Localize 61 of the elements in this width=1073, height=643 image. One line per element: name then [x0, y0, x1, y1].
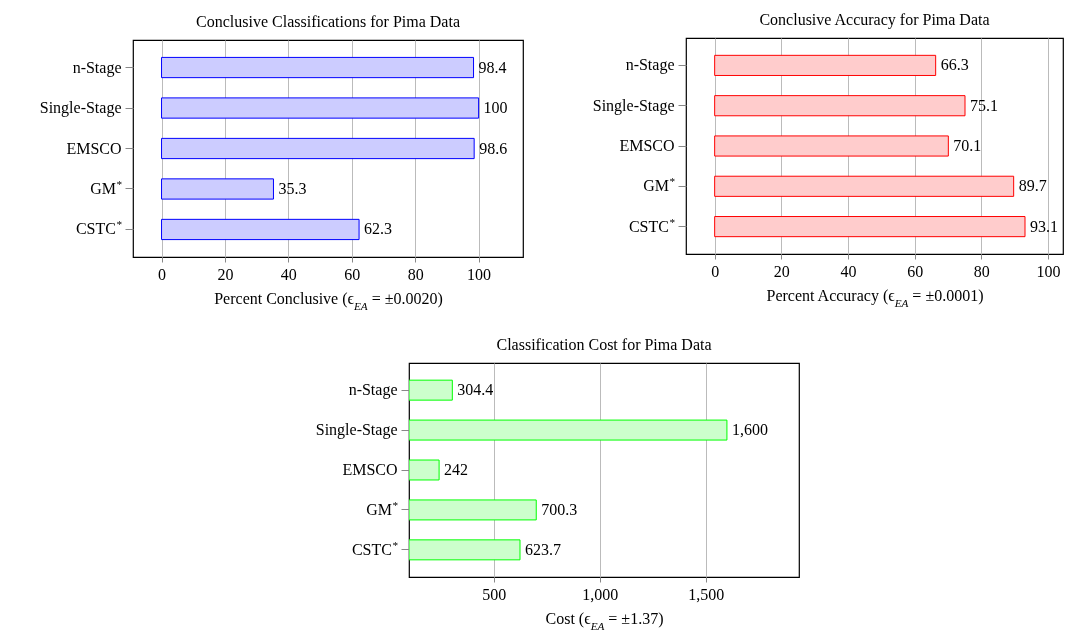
- x-tick-label: 1,000: [582, 585, 619, 603]
- data-label: 75.1: [970, 96, 998, 114]
- chart-title: Classification Cost for Pima Data: [496, 336, 712, 353]
- y-tick-label: GM$^{*}$: [90, 177, 122, 197]
- x-axis-title: Percent Accuracy (ϵ$_{EA}$ = ±0.0001): [766, 286, 984, 309]
- data-label: 70.1: [953, 137, 982, 154]
- x-tick-label: 500: [482, 585, 507, 603]
- bar: [714, 54, 937, 76]
- y-tick-label: CSTC$^{*}$: [351, 538, 398, 558]
- bar: [161, 56, 475, 79]
- bar: [714, 135, 949, 157]
- bar: [161, 97, 480, 119]
- data-label: 623.7: [525, 540, 561, 558]
- x-tick-label: 1,500: [688, 585, 725, 603]
- x-tick-label: 100: [467, 265, 492, 283]
- y-tick-label: EMSCO: [619, 137, 675, 154]
- y-tick-label: n-Stage: [348, 381, 398, 400]
- y-tick-label: EMSCO: [66, 139, 122, 157]
- x-tick-label: 0: [711, 262, 720, 280]
- bar: [161, 178, 274, 200]
- y-tick-label: n-Stage: [625, 56, 675, 75]
- x-tick-label: 20: [217, 265, 234, 283]
- x-tick-label: 60: [344, 265, 361, 283]
- data-label: 98.6: [479, 139, 508, 157]
- x-tick-label: 0: [158, 265, 167, 283]
- bar: [714, 175, 1015, 197]
- y-tick-label: Single-Stage: [592, 96, 675, 115]
- y-tick-label: CSTC$^{*}$: [75, 218, 122, 238]
- x-tick-label: 40: [280, 265, 297, 283]
- data-label: 304.4: [457, 381, 494, 399]
- data-label: 89.7: [1018, 177, 1047, 195]
- bar: [714, 216, 1026, 238]
- x-tick-label: 40: [840, 262, 857, 280]
- x-tick-label: 100: [1036, 262, 1061, 280]
- y-tick-label: n-Stage: [72, 58, 122, 77]
- x-tick-label: 80: [973, 262, 990, 280]
- chart-title: Conclusive Accuracy for Pima Data: [759, 11, 990, 29]
- y-tick-label: GM$^{*}$: [643, 175, 675, 195]
- data-label: 35.3: [278, 179, 307, 197]
- data-label: 1,600: [731, 421, 768, 439]
- x-tick-label: 60: [907, 262, 924, 280]
- x-tick-label: 80: [407, 265, 424, 283]
- x-axis-title: Cost (ϵ$_{EA}$ = ±1.37): [545, 609, 664, 632]
- y-tick-label: CSTC$^{*}$: [628, 215, 675, 235]
- data-label: 242: [444, 461, 469, 478]
- data-label: 700.3: [541, 500, 578, 518]
- data-label: 100: [483, 99, 508, 117]
- y-tick-label: Single-Stage: [315, 421, 398, 440]
- y-tick-label: Single-Stage: [39, 99, 122, 118]
- bar: [161, 137, 475, 160]
- data-label: 93.1: [1030, 217, 1058, 235]
- bar: [161, 218, 360, 241]
- y-tick-label: GM$^{*}$: [366, 498, 398, 518]
- data-label: 66.3: [940, 56, 969, 74]
- chart-title: Conclusive Classifications for Pima Data: [196, 13, 460, 30]
- data-label: 98.4: [478, 58, 507, 76]
- bar: [714, 95, 966, 117]
- x-axis-title: Percent Conclusive (ϵ$_{EA}$ = ±0.0020): [214, 289, 443, 312]
- y-tick-label: EMSCO: [342, 461, 398, 478]
- x-tick-label: 20: [773, 262, 790, 280]
- data-label: 62.3: [364, 220, 393, 238]
